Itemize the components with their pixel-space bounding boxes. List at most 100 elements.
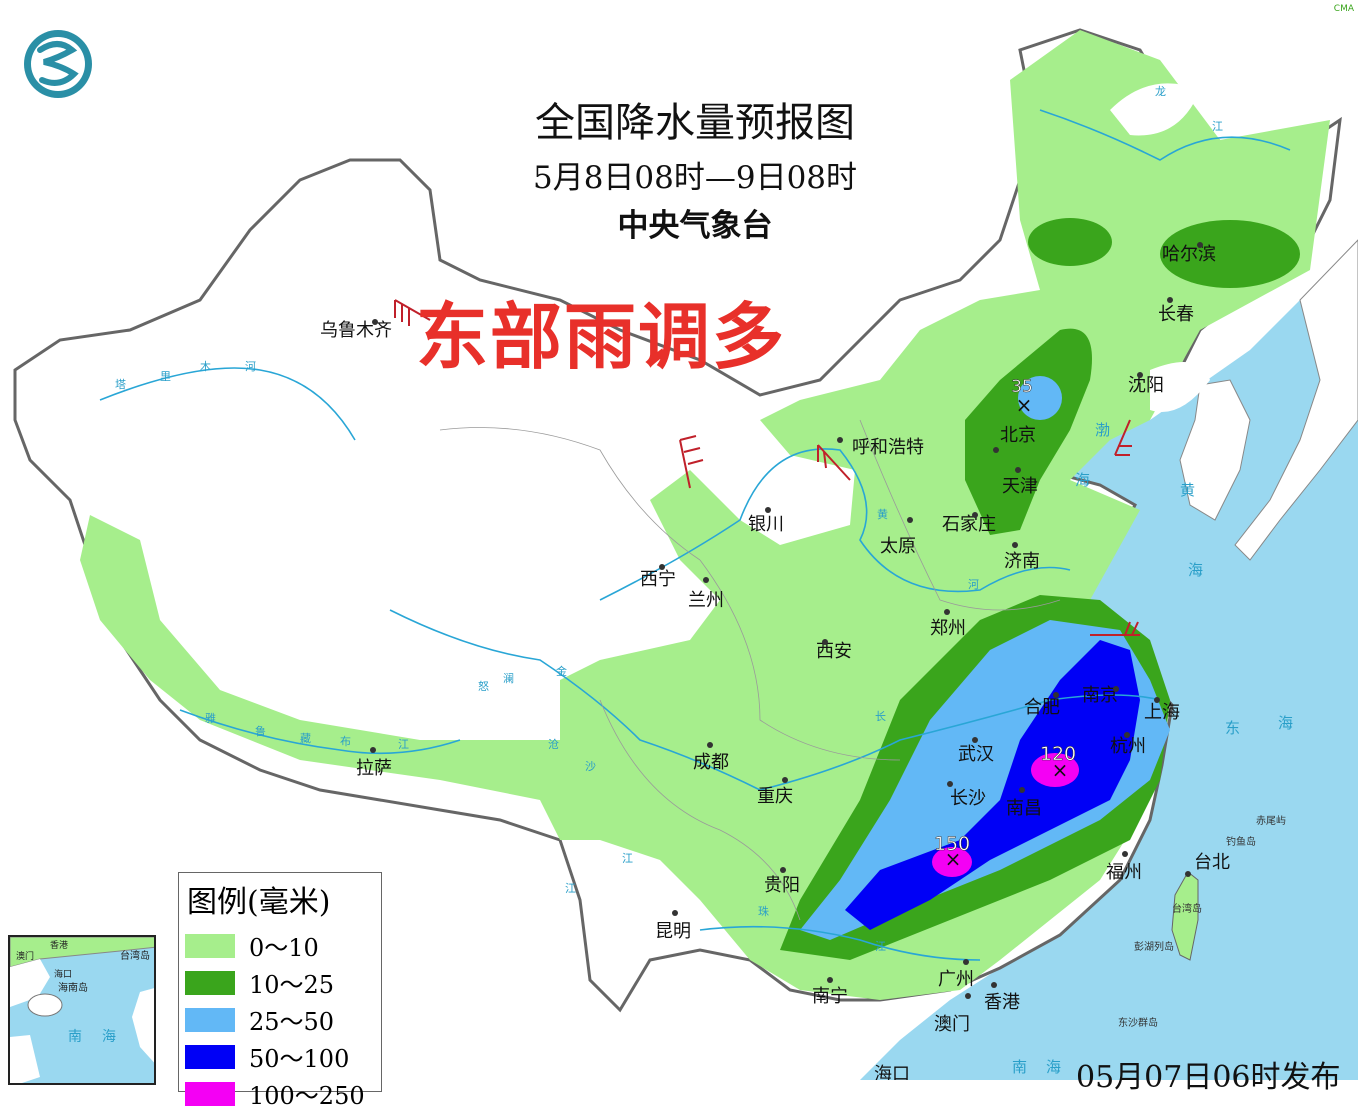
svg-text:金: 金 xyxy=(556,664,567,678)
svg-text:江: 江 xyxy=(875,940,886,953)
svg-text:澜: 澜 xyxy=(503,671,514,685)
issuing-agency: 中央气象台 xyxy=(617,208,773,244)
city-chengdu: 成都 xyxy=(693,752,729,773)
taiwan-island xyxy=(1171,871,1199,961)
headline: 东部雨调多 xyxy=(416,295,787,379)
rivers xyxy=(99,109,1291,961)
city-changsha: 长沙 xyxy=(950,788,986,809)
svg-text:赤尾屿: 赤尾屿 xyxy=(1256,815,1286,827)
city-dots xyxy=(370,242,1203,999)
city-xining: 西宁 xyxy=(640,569,676,590)
svg-text:×: × xyxy=(1016,393,1033,417)
legend-title: 图例(毫米) xyxy=(187,885,331,920)
svg-text:江: 江 xyxy=(622,852,633,865)
city-hangzhou: 杭州 xyxy=(1110,736,1146,757)
svg-text:塔: 塔 xyxy=(115,378,126,391)
city-lanzhou: 兰州 xyxy=(688,590,724,611)
city-yinchuan: 银川 xyxy=(748,514,784,535)
svg-text:江: 江 xyxy=(1212,120,1223,133)
korea-land xyxy=(1179,379,1251,521)
city-tianjin: 天津 xyxy=(1002,476,1038,497)
river-labels: 塔 里 木 河 黄 河 长 江 雅 鲁 藏 布 江 珠 江 龙 江 金 沙 澜 … xyxy=(115,85,1223,953)
city-xian: 西安 xyxy=(816,641,852,662)
svg-text:海: 海 xyxy=(1046,1058,1061,1076)
city-shanghai: 上海 xyxy=(1144,702,1180,723)
province-borders xyxy=(439,419,1061,921)
rain-100-250-area xyxy=(1031,753,1079,787)
inset-map: 香港 澳门 台湾岛 海口 海南岛 南 海 xyxy=(10,937,154,1083)
svg-text:江: 江 xyxy=(398,738,409,751)
svg-text:台湾岛: 台湾岛 xyxy=(120,949,150,962)
city-shenyang: 沈阳 xyxy=(1128,375,1164,396)
city-macau: 澳门 xyxy=(934,1014,970,1035)
svg-text:藏: 藏 xyxy=(300,732,311,745)
city-nanchang: 南昌 xyxy=(1006,798,1042,819)
city-hefei: 合肥 xyxy=(1024,697,1060,718)
city-lhasa: 拉萨 xyxy=(356,758,392,779)
svg-text:珠: 珠 xyxy=(758,904,769,918)
south-china-sea-inset: 香港 澳门 台湾岛 海口 海南岛 南 海 xyxy=(8,935,156,1085)
svg-text:海: 海 xyxy=(102,1029,116,1045)
svg-text:海口: 海口 xyxy=(54,968,72,980)
legend-item: 0～10 xyxy=(179,927,381,964)
dry-area-liaoning xyxy=(1150,362,1210,412)
svg-text:东: 东 xyxy=(1225,719,1240,737)
rain-100-250-area xyxy=(932,847,972,877)
city-jinan: 济南 xyxy=(1004,551,1040,572)
city-wuhan: 武汉 xyxy=(958,744,994,765)
svg-text:海: 海 xyxy=(1278,714,1293,732)
rain-10-25-area xyxy=(1028,218,1112,266)
svg-text:×: × xyxy=(945,847,962,871)
svg-text:渤: 渤 xyxy=(1095,421,1110,439)
svg-text:台湾岛: 台湾岛 xyxy=(1172,902,1202,915)
city-hongkong: 香港 xyxy=(984,992,1020,1013)
dry-area-hetao xyxy=(780,467,850,526)
svg-text:海: 海 xyxy=(1188,561,1203,579)
svg-text:江: 江 xyxy=(565,882,576,895)
rain-10-25-area xyxy=(1160,220,1300,288)
svg-text:南: 南 xyxy=(1012,1058,1027,1076)
svg-text:木: 木 xyxy=(200,360,211,373)
legend-item: 10～25 xyxy=(179,964,381,1001)
city-nanjing: 南京 xyxy=(1082,685,1118,706)
city-fuzhou: 福州 xyxy=(1106,862,1142,883)
max-marker-35: × 35 xyxy=(1011,377,1033,417)
city-taiyuan: 太原 xyxy=(880,536,916,557)
legend-item: 50～100 xyxy=(179,1038,381,1075)
legend-item: 25～50 xyxy=(179,1001,381,1038)
svg-text:沧: 沧 xyxy=(548,737,559,751)
city-taipei: 台北 xyxy=(1194,852,1230,873)
precipitation-map: × 35 × 120 × 150 乌鲁木齐 哈尔滨 长春 沈阳 北京 天津 呼和… xyxy=(13,28,1358,1080)
city-zhengzhou: 郑州 xyxy=(930,618,966,639)
legend-swatch xyxy=(185,1044,235,1069)
forecast-period: 5月8日08时—9日08时 xyxy=(532,160,858,196)
japan-land xyxy=(1234,239,1358,561)
rain-25-50-area xyxy=(1018,376,1062,420)
city-kunming: 昆明 xyxy=(655,921,691,942)
legend-swatch xyxy=(185,970,235,995)
wind-barbs xyxy=(394,299,1140,636)
city-harbin: 哈尔滨 xyxy=(1162,244,1216,265)
sea-labels: 渤 海 黄 海 东 海 南 海 xyxy=(1012,421,1293,1076)
corner-mark: CMA xyxy=(1333,4,1354,14)
svg-text:河: 河 xyxy=(245,360,256,373)
svg-text:龙: 龙 xyxy=(1155,85,1166,98)
svg-text:黄: 黄 xyxy=(877,507,888,521)
rain-50-100-area xyxy=(845,640,1140,930)
svg-text:河: 河 xyxy=(968,578,979,591)
svg-text:沙: 沙 xyxy=(585,760,596,773)
city-shijiazhuang: 石家庄 xyxy=(942,514,996,535)
city-changchun: 长春 xyxy=(1158,304,1194,325)
city-nanning: 南宁 xyxy=(812,986,848,1007)
legend-swatch xyxy=(185,1007,235,1032)
svg-text:鲁: 鲁 xyxy=(255,724,266,738)
svg-text:120: 120 xyxy=(1040,743,1076,765)
max-marker-150: × 150 xyxy=(934,833,971,871)
city-chongqing: 重庆 xyxy=(757,786,793,807)
city-labels: 乌鲁木齐 哈尔滨 长春 沈阳 北京 天津 呼和浩特 石家庄 太原 济南 银川 西… xyxy=(320,244,1230,1080)
city-urumqi: 乌鲁木齐 xyxy=(320,320,392,341)
svg-text:澳门: 澳门 xyxy=(16,950,34,962)
city-haikou: 海口 xyxy=(874,1064,910,1080)
city-guangzhou: 广州 xyxy=(938,969,974,990)
svg-text:雅: 雅 xyxy=(205,711,216,725)
